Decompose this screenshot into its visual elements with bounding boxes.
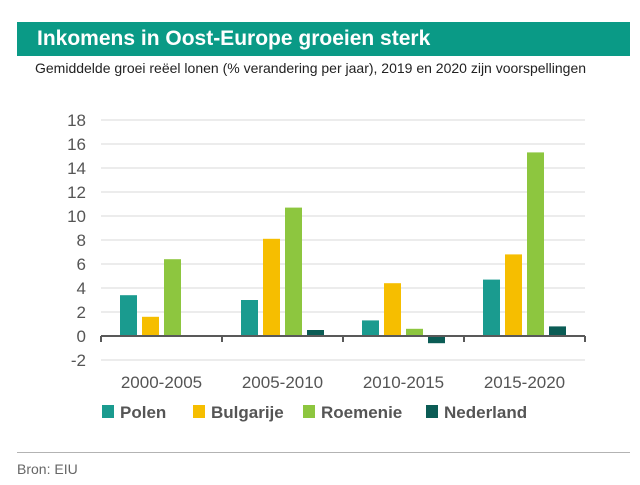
bar-nederland-2005-2010 <box>307 330 324 336</box>
y-tick-label: 14 <box>67 159 86 178</box>
legend-swatch-nederland <box>426 405 438 418</box>
bar-roemenie-2005-2010 <box>285 207 302 336</box>
bar-polen-2015-2020 <box>483 279 500 336</box>
x-axis-labels: 2000-2005 2005-2010 2010-2015 2015-2020 <box>121 373 565 392</box>
x-category-label: 2000-2005 <box>121 373 202 392</box>
legend-label-nederland: Nederland <box>444 403 527 422</box>
y-tick-label: 0 <box>77 327 86 346</box>
chart-subtitle: Gemiddelde groei reëel lonen (% verander… <box>35 60 587 76</box>
bar-nederland-2010-2015 <box>428 336 445 344</box>
bar-bulgarije-2000-2005 <box>142 316 159 336</box>
title-bar: Inkomens in Oost-Europe groeien sterk <box>17 22 630 56</box>
grid-lines <box>101 119 585 361</box>
x-category-label: 2010-2015 <box>363 373 444 392</box>
bar-polen-2010-2015 <box>362 320 379 336</box>
y-tick-label: 4 <box>77 279 86 298</box>
legend-label-bulgarije: Bulgarije <box>211 403 284 422</box>
legend-swatch-roemenie <box>303 405 315 418</box>
legend-swatch-polen <box>102 405 114 418</box>
bar-chart: -2 0 2 4 6 8 10 12 14 16 18 2000-2005 2005-2010 2010… <box>67 111 586 422</box>
y-tick-label: 2 <box>77 303 86 322</box>
source-note: Bron: EIU <box>17 461 78 477</box>
bar-roemenie-2010-2015 <box>406 328 423 336</box>
bar-polen-2000-2005 <box>120 295 137 336</box>
bars <box>100 152 586 344</box>
chart-title: Inkomens in Oost-Europe groeien sterk <box>37 27 431 50</box>
bar-roemenie-2000-2005 <box>164 259 181 336</box>
bar-nederland-2015-2020 <box>549 326 566 336</box>
x-category-label: 2005-2010 <box>242 373 323 392</box>
y-tick-label: 12 <box>67 183 86 202</box>
legend: Polen Bulgarije Roemenie Nederland <box>102 403 527 422</box>
footer-divider <box>17 452 630 453</box>
y-axis-ticks: -2 0 2 4 6 8 10 12 14 16 18 <box>67 111 86 370</box>
y-tick-label: 16 <box>67 135 86 154</box>
legend-label-roemenie: Roemenie <box>321 403 402 422</box>
x-category-label: 2015-2020 <box>484 373 565 392</box>
y-tick-label: 8 <box>77 231 86 250</box>
y-tick-label: -2 <box>71 351 86 370</box>
bar-polen-2005-2010 <box>241 300 258 336</box>
bar-roemenie-2015-2020 <box>527 152 544 336</box>
bar-bulgarije-2010-2015 <box>384 283 401 336</box>
y-tick-label: 10 <box>67 207 86 226</box>
bar-bulgarije-2005-2010 <box>263 238 280 336</box>
legend-label-polen: Polen <box>120 403 166 422</box>
y-tick-label: 18 <box>67 111 86 130</box>
bar-bulgarije-2015-2020 <box>505 254 522 336</box>
legend-swatch-bulgarije <box>193 405 205 418</box>
y-tick-label: 6 <box>77 255 86 274</box>
